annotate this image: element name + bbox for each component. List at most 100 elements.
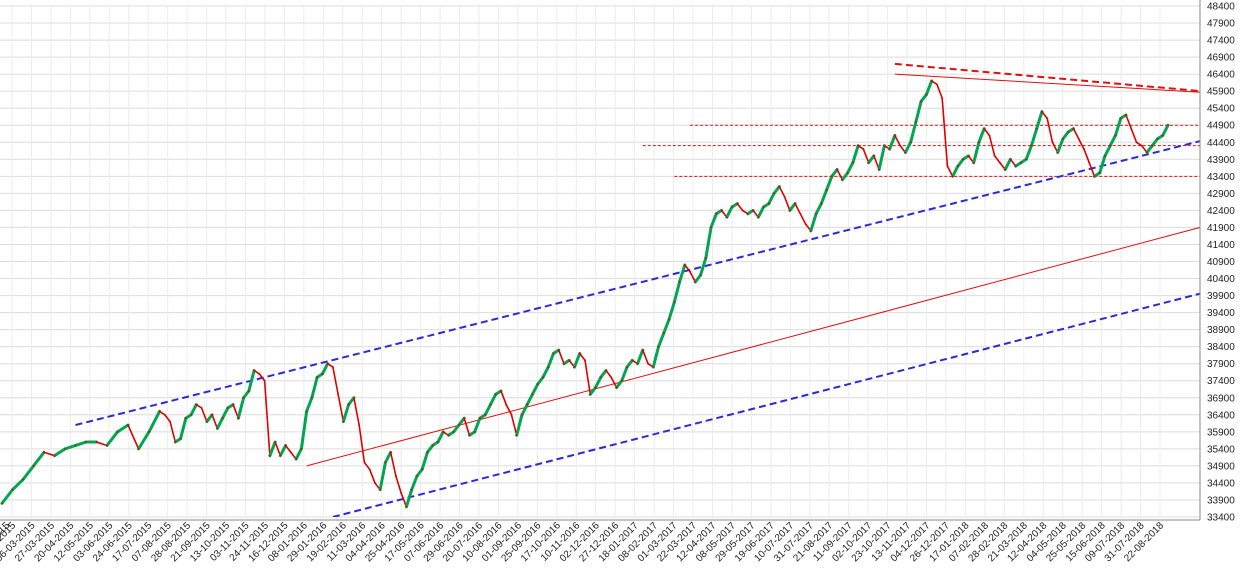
series-0-point-11 bbox=[116, 430, 119, 433]
series-0-segment-5 bbox=[43, 451, 56, 457]
series-0-segment-171 bbox=[972, 140, 981, 165]
series-0-segment-130 bbox=[756, 205, 766, 219]
series-0-segment-142 bbox=[819, 188, 829, 206]
series-0-point-107 bbox=[641, 349, 644, 351]
series-0-segment-43 bbox=[299, 409, 309, 451]
series-0-point-77 bbox=[484, 413, 487, 416]
series-0-point-204 bbox=[1151, 144, 1154, 147]
y-tick-label-11: 42900 bbox=[1207, 189, 1235, 200]
series-0-point-147 bbox=[851, 161, 854, 164]
series-0-segment-39 bbox=[278, 443, 288, 458]
series-0-segment-169 bbox=[961, 154, 970, 161]
y-tick-label-27: 34900 bbox=[1207, 461, 1235, 472]
series-0-segment-15 bbox=[147, 409, 162, 434]
series-0-point-6 bbox=[64, 447, 66, 450]
series-0-point-78 bbox=[489, 403, 492, 406]
series-0-point-94 bbox=[573, 366, 576, 369]
series-0-segment-183 bbox=[1035, 110, 1044, 131]
series-0-segment-172 bbox=[977, 127, 986, 144]
series-0-point-126 bbox=[741, 209, 744, 212]
series-0-point-154 bbox=[888, 148, 891, 150]
series-0-segment-189 bbox=[1066, 127, 1075, 134]
series-0-point-18 bbox=[174, 441, 177, 443]
series-0-segment-95 bbox=[572, 351, 582, 369]
y-tick-label-4: 46400 bbox=[1207, 70, 1235, 81]
y-tick-label-0: 48400 bbox=[1207, 2, 1235, 13]
series-0-segment-54 bbox=[358, 424, 366, 464]
series-0-point-100 bbox=[605, 369, 607, 372]
series-0-point-137 bbox=[799, 212, 802, 215]
series-0-point-118 bbox=[699, 274, 702, 277]
series-0-point-70 bbox=[447, 434, 450, 437]
series-0-point-56 bbox=[374, 482, 376, 484]
series-0-point-89 bbox=[547, 366, 550, 369]
series-0-segment-55 bbox=[363, 461, 371, 471]
series-0-segment-145 bbox=[836, 168, 844, 181]
series-0-point-61 bbox=[400, 492, 403, 495]
series-0-segment-99 bbox=[594, 375, 603, 390]
series-0-segment-101 bbox=[605, 369, 613, 379]
series-0-point-87 bbox=[536, 383, 539, 386]
series-0-point-176 bbox=[1004, 168, 1007, 171]
series-0-segment-73 bbox=[457, 416, 466, 427]
series-0-point-15 bbox=[158, 410, 161, 413]
series-0-point-90 bbox=[552, 352, 555, 355]
series-0-point-145 bbox=[841, 178, 844, 181]
series-0-segment-207 bbox=[1161, 123, 1170, 137]
y-tick-label-9: 43900 bbox=[1207, 155, 1235, 166]
series-0-segment-120 bbox=[704, 225, 713, 260]
series-0-point-174 bbox=[993, 154, 996, 157]
series-0-point-8 bbox=[85, 441, 87, 443]
series-0-point-186 bbox=[1056, 151, 1059, 154]
series-0-point-146 bbox=[846, 172, 849, 174]
series-0-point-17 bbox=[169, 420, 171, 423]
series-0-segment-140 bbox=[809, 212, 818, 233]
series-0-point-32 bbox=[247, 390, 250, 392]
series-0-segment-141 bbox=[814, 202, 823, 216]
horizontal-levels bbox=[642, 124, 1200, 177]
series-0-segment-135 bbox=[783, 195, 791, 212]
series-0-point-188 bbox=[1067, 131, 1070, 133]
series-0-segment-78 bbox=[483, 403, 492, 417]
series-0-segment-105 bbox=[625, 358, 634, 369]
series-0-point-16 bbox=[163, 413, 166, 416]
series-0-segment-48 bbox=[326, 362, 334, 368]
y-tick-label-22: 37400 bbox=[1207, 376, 1235, 387]
series-0-point-184 bbox=[1046, 117, 1049, 120]
series-0-segment-174 bbox=[988, 134, 996, 157]
series-0-segment-147 bbox=[846, 161, 855, 175]
series-0-point-108 bbox=[647, 362, 649, 365]
series-0-point-133 bbox=[778, 185, 781, 188]
series-0-segment-163 bbox=[930, 80, 938, 86]
series-0-point-121 bbox=[715, 212, 718, 215]
series-0-point-46 bbox=[321, 373, 324, 375]
series-0-segment-198 bbox=[1113, 116, 1123, 137]
series-0-point-67 bbox=[431, 444, 434, 447]
series-0-segment-93 bbox=[562, 358, 571, 366]
series-0-segment-86 bbox=[525, 392, 534, 407]
series-0-segment-49 bbox=[332, 366, 339, 396]
series-0-point-190 bbox=[1077, 137, 1080, 140]
series-0-segment-24 bbox=[200, 407, 208, 423]
series-0-segment-199 bbox=[1119, 113, 1128, 120]
series-0-segment-137 bbox=[794, 202, 802, 215]
series-0-segment-26 bbox=[211, 413, 219, 430]
series-0-point-136 bbox=[794, 202, 796, 205]
series-0-segment-60 bbox=[389, 451, 397, 477]
series-0-segment-114 bbox=[672, 280, 682, 304]
series-0-segment-18 bbox=[169, 420, 177, 443]
series-0-segment-4 bbox=[32, 450, 46, 468]
series-0-point-26 bbox=[216, 427, 219, 430]
series-0-segment-92 bbox=[557, 349, 565, 365]
trendlines bbox=[75, 62, 1200, 517]
y-tick-label-15: 40900 bbox=[1207, 257, 1235, 268]
series-0-point-93 bbox=[568, 359, 571, 362]
series-0-point-168 bbox=[962, 158, 965, 161]
series-0-segment-202 bbox=[1135, 141, 1143, 147]
series-0-segment-2 bbox=[11, 478, 25, 492]
series-0-segment-84 bbox=[515, 413, 524, 437]
series-0-segment-159 bbox=[909, 120, 918, 144]
series-0-point-33 bbox=[253, 369, 256, 372]
series-0-segment-38 bbox=[274, 441, 282, 457]
